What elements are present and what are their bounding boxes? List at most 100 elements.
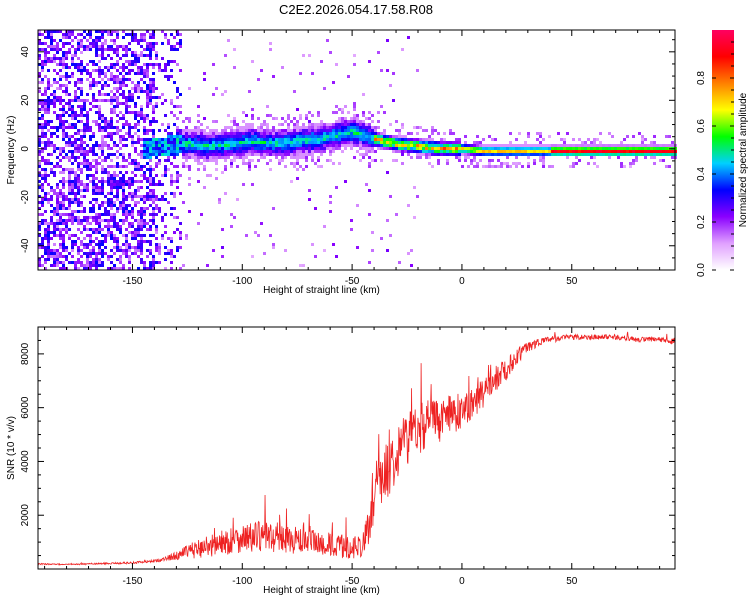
heatmap-cell (146, 54, 149, 57)
heatmap-cell (152, 36, 155, 39)
heatmap-cell (146, 195, 149, 198)
heatmap-cell (428, 147, 431, 150)
heatmap-cell (122, 153, 125, 156)
heatmap-cell (311, 150, 314, 153)
heatmap-cell (92, 96, 95, 99)
heatmap-cell (158, 261, 161, 264)
heatmap-cell (548, 150, 551, 153)
heatmap-cell (95, 45, 98, 48)
heatmap-cell (155, 249, 158, 252)
heatmap-cell (71, 219, 74, 222)
heatmap-cell (134, 87, 137, 90)
heatmap-cell (236, 129, 239, 132)
heatmap-cell (104, 252, 107, 255)
heatmap-cell (275, 138, 278, 141)
heatmap-cell (152, 105, 155, 108)
heatmap-cell (362, 156, 365, 159)
heatmap-cell (299, 144, 302, 147)
heatmap-cell (170, 255, 173, 258)
heatmap-cell (182, 201, 185, 204)
snr-x-axis-label: Height of straight line (km) (263, 585, 380, 596)
heatmap-cell (470, 159, 473, 162)
heatmap-cell (62, 150, 65, 153)
heatmap-cell (149, 150, 152, 153)
heatmap-cell (47, 153, 50, 156)
heatmap-cell (251, 117, 254, 120)
heatmap-cell (86, 33, 89, 36)
heatmap-cell (95, 159, 98, 162)
heatmap-cell (161, 219, 164, 222)
heatmap-cell (179, 132, 182, 135)
heatmap-cell (62, 240, 65, 243)
heatmap-cell (83, 246, 86, 249)
heatmap-cell (98, 231, 101, 234)
heatmap-cell (83, 225, 86, 228)
heatmap-cell (128, 69, 131, 72)
heatmap-cell (128, 213, 131, 216)
heatmap-cell (419, 150, 422, 153)
heatmap-cell (50, 186, 53, 189)
heatmap-cell (62, 84, 65, 87)
heatmap-cell (131, 93, 134, 96)
heatmap-cell (50, 132, 53, 135)
heatmap-cell (38, 186, 41, 189)
heatmap-cell (74, 48, 77, 51)
heatmap-cell (62, 171, 65, 174)
heatmap-cell (605, 144, 608, 147)
heatmap-cell (479, 159, 482, 162)
heatmap-cell (95, 252, 98, 255)
heatmap-cell (455, 147, 458, 150)
heatmap-cell (140, 105, 143, 108)
heatmap-cell (266, 153, 269, 156)
heatmap-cell (335, 141, 338, 144)
heatmap-cell (545, 153, 548, 156)
heatmap-cell (254, 129, 257, 132)
heatmap-cell (122, 183, 125, 186)
heatmap-cell (113, 111, 116, 114)
heatmap-cell (299, 135, 302, 138)
heatmap-cell (47, 225, 50, 228)
heatmap-cell (482, 150, 485, 153)
heatmap-cell (122, 198, 125, 201)
heatmap-cell (152, 213, 155, 216)
heatmap-cell (203, 144, 206, 147)
heatmap-cell (263, 138, 266, 141)
heatmap-cell (167, 201, 170, 204)
heatmap-cell (188, 117, 191, 120)
heatmap-cell (551, 153, 554, 156)
heatmap-cell (506, 156, 509, 159)
heatmap-cell (155, 237, 158, 240)
snr-y-tick-label: 4000 (20, 450, 31, 473)
heatmap-cell (455, 141, 458, 144)
heatmap-cell (155, 102, 158, 105)
heatmap-cell (59, 99, 62, 102)
heatmap-cell (92, 132, 95, 135)
heatmap-cell (650, 150, 653, 153)
heatmap-cell (110, 39, 113, 42)
heatmap-cell (77, 186, 80, 189)
heatmap-cell (200, 132, 203, 135)
heatmap-cell (350, 147, 353, 150)
heatmap-cell (602, 147, 605, 150)
heatmap-cell (107, 267, 110, 270)
heatmap-cell (542, 150, 545, 153)
heatmap-cell (341, 141, 344, 144)
heatmap-cell (158, 252, 161, 255)
heatmap-cell (101, 36, 104, 39)
heatmap-cell (374, 129, 377, 132)
heatmap-cell (545, 150, 548, 153)
heatmap-cell (452, 147, 455, 150)
heatmap-cell (53, 54, 56, 57)
heatmap-cell (338, 117, 341, 120)
heatmap-cell (353, 126, 356, 129)
heatmap-cell (146, 228, 149, 231)
heatmap-cell (224, 54, 227, 57)
heatmap-cell (92, 150, 95, 153)
heatmap-cell (356, 246, 359, 249)
heatmap-cell (647, 144, 650, 147)
heatmap-cell (119, 258, 122, 261)
heatmap-cell (533, 144, 536, 147)
heatmap-cell (407, 150, 410, 153)
heatmap-cell (224, 129, 227, 132)
heatmap-cell (59, 171, 62, 174)
